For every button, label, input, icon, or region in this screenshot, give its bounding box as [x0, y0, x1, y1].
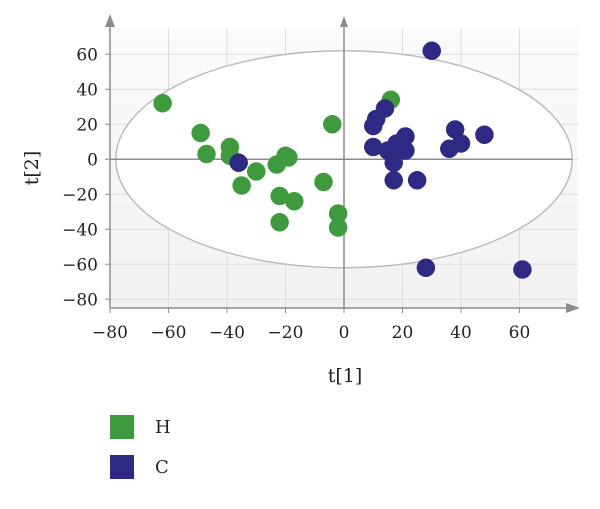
- data-point-c: [422, 41, 441, 60]
- data-point-h: [191, 123, 210, 143]
- data-point-c: [513, 260, 532, 279]
- data-point-h: [197, 144, 216, 164]
- y-tick-label: −80: [62, 290, 98, 310]
- data-points: [153, 41, 532, 279]
- axes: [105, 14, 580, 313]
- x-tick-label: −60: [151, 323, 187, 343]
- y-axis-label: t[2]: [21, 151, 43, 186]
- y-tick-label: −20: [62, 185, 98, 205]
- y-tick-label: 0: [87, 150, 98, 170]
- y-tick-label: 60: [76, 45, 98, 65]
- data-point-h: [323, 115, 342, 134]
- x-tick-label: −80: [92, 323, 128, 343]
- data-point-c: [229, 153, 248, 172]
- y-tick-label: 40: [76, 80, 98, 100]
- legend-label-h: H: [155, 417, 171, 438]
- data-point-h: [314, 172, 333, 192]
- legend-swatch-h: [110, 415, 134, 439]
- data-point-c: [384, 171, 403, 190]
- x-tick-label: −20: [268, 323, 304, 343]
- data-point-c: [416, 258, 436, 277]
- data-point-c: [375, 99, 395, 118]
- x-axis-label: t[1]: [328, 365, 363, 387]
- x-axis-arrow: [566, 303, 580, 313]
- y-tick-label: 20: [76, 115, 98, 135]
- data-point-h: [232, 176, 251, 195]
- legend-swatch-c: [110, 455, 134, 479]
- data-point-h: [247, 162, 266, 181]
- legend-label-c: C: [155, 457, 169, 478]
- data-point-c: [396, 141, 415, 160]
- x-tick-label: 40: [450, 323, 472, 343]
- data-point-c: [407, 171, 427, 190]
- x-tick-label: 60: [509, 323, 531, 343]
- x-tick-label: 20: [392, 323, 414, 343]
- legend: HC: [110, 415, 171, 479]
- data-point-c: [451, 134, 471, 153]
- data-point-h: [285, 192, 304, 211]
- x-tick-label: 0: [339, 323, 350, 343]
- y-axis-arrow: [105, 14, 115, 27]
- x-tick-label: −40: [209, 323, 245, 343]
- y-tick-label: −60: [62, 255, 98, 275]
- data-point-h: [270, 213, 289, 232]
- y-tick-label: −40: [62, 220, 98, 240]
- data-point-h: [279, 148, 298, 167]
- zero-line-vertical-arrow: [340, 16, 348, 27]
- data-point-c: [475, 125, 494, 144]
- data-point-h: [328, 218, 348, 237]
- data-point-h: [153, 94, 172, 113]
- tick-labels: −80 −60 −40 −20 0 20 40 60 −80 −60 −40 −20 0 20 40 60: [62, 45, 530, 343]
